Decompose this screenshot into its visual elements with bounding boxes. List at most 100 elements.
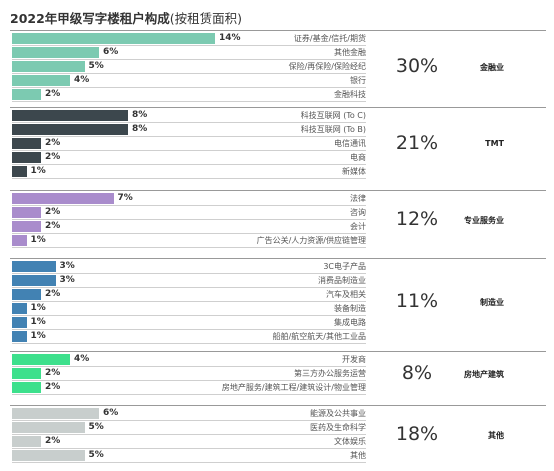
row-divider (12, 87, 366, 88)
bar-value-label: 8% (132, 124, 148, 134)
bar-category-label: 集成电路 (334, 318, 366, 327)
group-top-line (10, 30, 546, 31)
row-divider (12, 273, 366, 274)
row-divider (12, 315, 366, 316)
row-divider (12, 448, 366, 449)
bar-category-label: 汽车及相关 (326, 290, 366, 299)
row-divider (12, 343, 366, 344)
group-name: TMT (485, 139, 504, 148)
bar-category-label: 电信通讯 (334, 139, 366, 148)
group-top-line (10, 351, 546, 352)
bar (12, 354, 70, 365)
row-divider (12, 164, 366, 165)
bar-category-label: 3C电子产品 (323, 262, 366, 271)
bar-value-label: 6% (103, 408, 119, 418)
bar-category-label: 证券/基金/信托/期货 (293, 34, 366, 43)
bar-value-label: 2% (45, 138, 61, 148)
group-share: 18% (395, 423, 439, 445)
bar-category-label: 会计 (350, 222, 366, 231)
bar-value-label: 1% (30, 166, 46, 176)
row-divider (12, 136, 366, 137)
group-top-line (10, 258, 546, 259)
bar-value-label: 14% (219, 33, 241, 43)
bar (12, 193, 114, 204)
bar (12, 368, 41, 379)
bar-value-label: 1% (30, 235, 46, 245)
row-divider (12, 462, 366, 463)
row-divider (12, 122, 366, 123)
group-top-line (10, 405, 546, 406)
bar-category-label: 文体娱乐 (334, 437, 366, 446)
bar-category-label: 电商 (350, 153, 366, 162)
bar (12, 289, 41, 300)
bar (12, 382, 41, 393)
row-divider (12, 73, 366, 74)
row-divider (12, 178, 366, 179)
bar-value-label: 1% (30, 303, 46, 313)
bar-category-label: 保险/再保险/保险经纪 (288, 62, 366, 71)
group-share: 8% (401, 362, 433, 384)
row-divider (12, 101, 366, 102)
row-divider (12, 219, 366, 220)
bar-category-label: 咨询 (350, 208, 366, 217)
bar (12, 221, 41, 232)
bar (12, 124, 128, 135)
bar (12, 275, 56, 286)
group-share: 12% (395, 208, 439, 230)
row-divider (12, 247, 366, 248)
group-share: 30% (395, 55, 439, 77)
group-top-line (10, 107, 546, 108)
group-name: 金融业 (480, 63, 504, 72)
bar-value-label: 8% (132, 110, 148, 120)
bar-category-label: 科技互联网 (To B) (300, 125, 366, 134)
bar-value-label: 2% (45, 382, 61, 392)
chart-subtitle: (按租赁面积) (169, 11, 243, 26)
group-name: 房地产建筑 (464, 370, 504, 379)
row-divider (12, 420, 366, 421)
bar-value-label: 1% (30, 317, 46, 327)
bar-value-label: 5% (88, 450, 104, 460)
bar-category-label: 其他金融 (334, 48, 366, 57)
bar (12, 261, 56, 272)
chart-title: 2022年甲级写字楼租户构成(按租赁面积) (10, 8, 242, 27)
group-name: 其他 (488, 431, 504, 440)
row-divider (12, 301, 366, 302)
bar-value-label: 3% (59, 261, 75, 271)
bar (12, 207, 41, 218)
bar-value-label: 2% (45, 207, 61, 217)
bar-value-label: 2% (45, 289, 61, 299)
bar-value-label: 7% (117, 193, 133, 203)
row-divider (12, 150, 366, 151)
row-divider (12, 434, 366, 435)
bar (12, 436, 41, 447)
bar-category-label: 消费品制造业 (318, 276, 366, 285)
bar (12, 450, 85, 461)
group-name: 制造业 (480, 298, 504, 307)
bar (12, 138, 41, 149)
bar (12, 75, 70, 86)
bar-value-label: 4% (74, 75, 90, 85)
bar-value-label: 3% (59, 275, 75, 285)
row-divider (12, 394, 366, 395)
bar (12, 422, 85, 433)
group-share: 11% (395, 290, 439, 312)
group-top-line (10, 190, 546, 191)
bar-category-label: 开发商 (342, 355, 366, 364)
bar (12, 331, 27, 342)
bar-category-label: 房地产服务/建筑工程/建筑设计/物业管理 (221, 383, 366, 392)
row-divider (12, 329, 366, 330)
bar-category-label: 第三方办公服务运营 (294, 369, 366, 378)
bar-category-label: 科技互联网 (To C) (300, 111, 366, 120)
bar (12, 408, 99, 419)
bar (12, 235, 27, 246)
group-share: 21% (395, 132, 439, 154)
bar (12, 317, 27, 328)
bar (12, 110, 128, 121)
bar (12, 166, 27, 177)
row-divider (12, 59, 366, 60)
bar (12, 47, 99, 58)
row-divider (12, 366, 366, 367)
bar-category-label: 银行 (350, 76, 366, 85)
bar-category-label: 其他 (350, 451, 366, 460)
